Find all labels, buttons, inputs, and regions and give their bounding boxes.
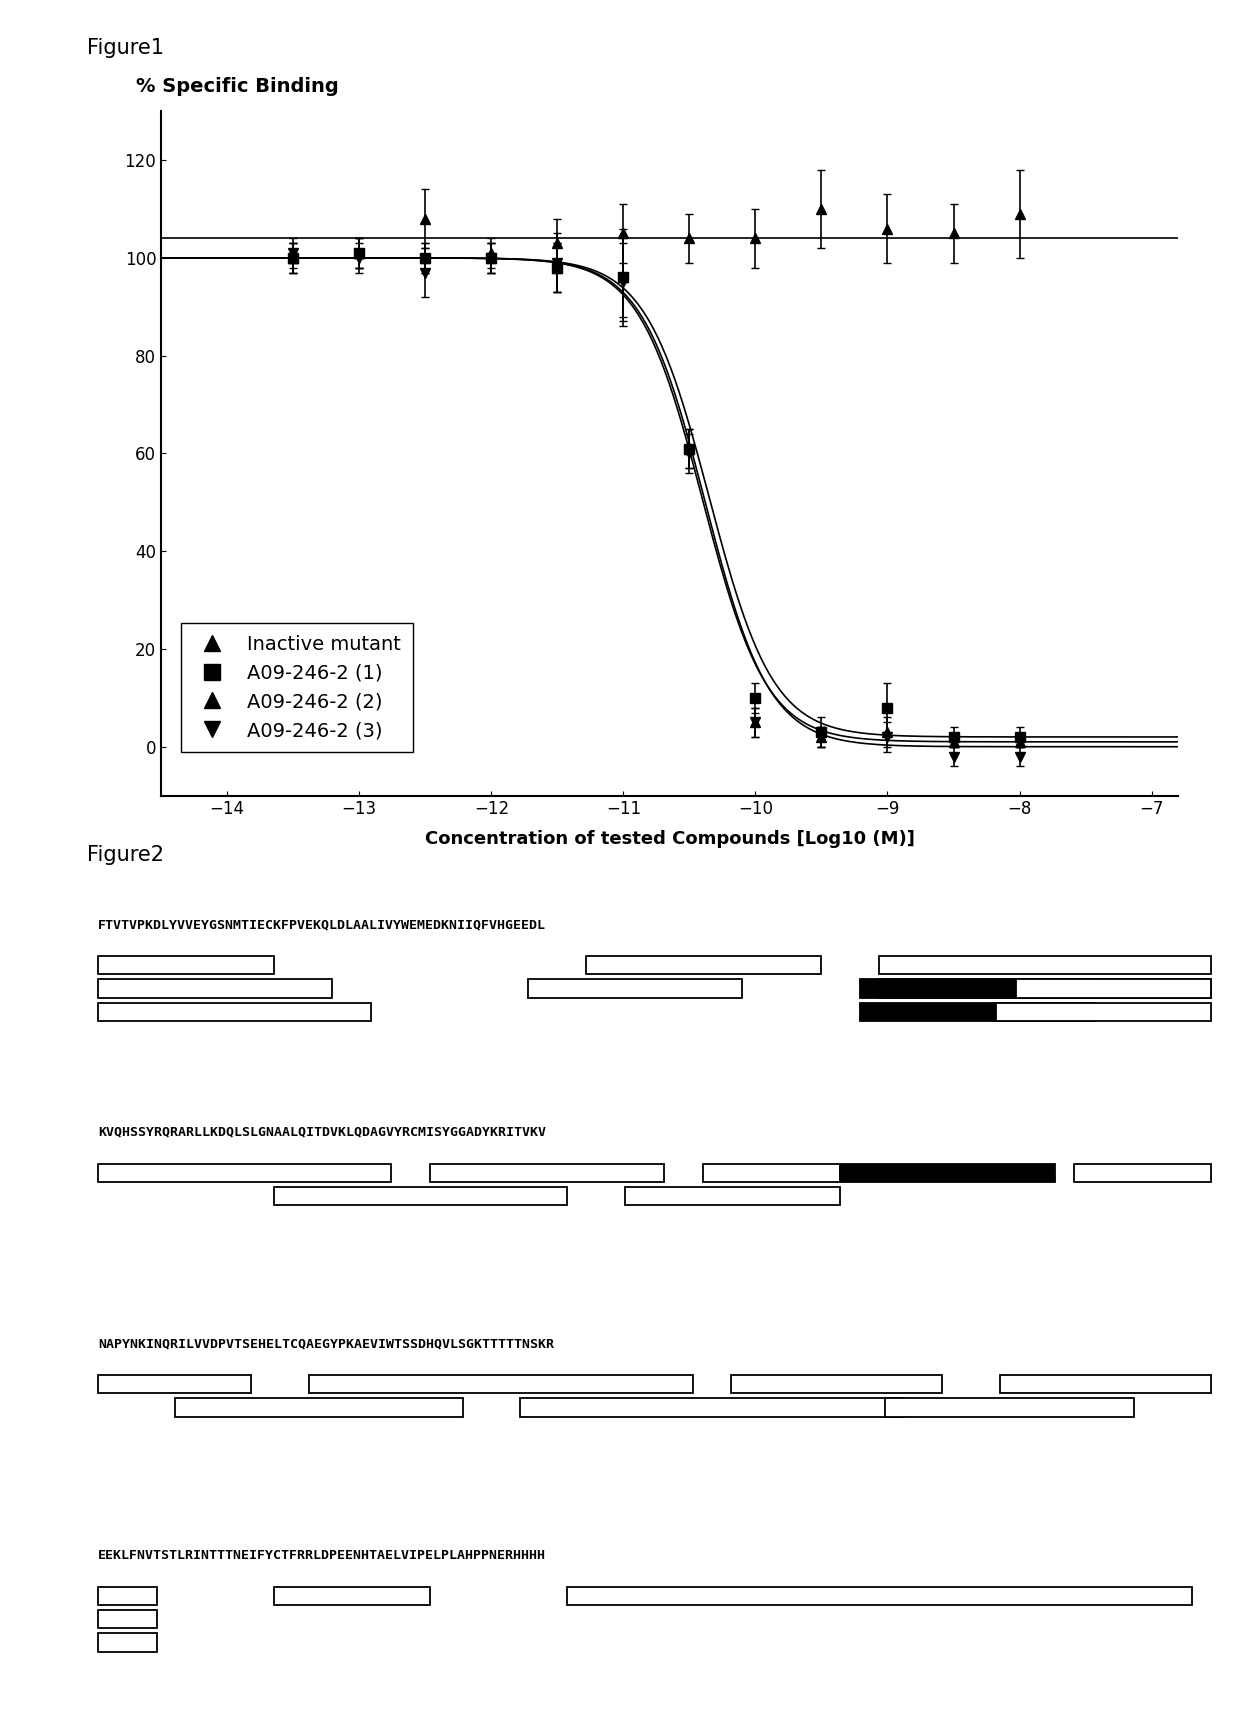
Bar: [879, 956, 1211, 975]
Text: FTVTVPKDLYVVEYGSNMTIECKFPVEKQLDLAALIVYWEMEDKNIIQFVHGEEDL: FTVTVPKDLYVVEYGSNMTIECKFPVEKQLDLAALIVYWE…: [98, 919, 546, 931]
Text: % Specific Binding: % Specific Binding: [136, 77, 340, 96]
Bar: [98, 979, 332, 998]
Bar: [98, 1634, 156, 1651]
Bar: [999, 1376, 1210, 1393]
Text: NAPYNKINQRILVVDPVTSEHELTCQAEGYPKAEVIWTSSDHQVLSGKTTTTTNSKR: NAPYNKINQRILVVDPVTSEHELTCQAEGYPKAEVIWTSS…: [98, 1336, 554, 1350]
Bar: [859, 1003, 1094, 1021]
Bar: [274, 1187, 567, 1205]
Bar: [937, 979, 1211, 998]
Bar: [625, 1187, 841, 1205]
Text: KVQHSSYRQRARLLKDQLSLGNAALQITDVKLQDAGVYRCMISYGGADYKRITVKV: KVQHSSYRQRARLLKDQLSLGNAALQITDVKLQDAGVYRC…: [98, 1126, 546, 1138]
Bar: [703, 1163, 841, 1182]
Bar: [1016, 979, 1211, 998]
Bar: [98, 1610, 156, 1629]
Bar: [587, 956, 821, 975]
Bar: [430, 1163, 665, 1182]
Text: HH: HH: [99, 1610, 113, 1622]
Bar: [98, 1003, 372, 1021]
Bar: [309, 1376, 693, 1393]
Bar: [98, 956, 274, 975]
Bar: [884, 1398, 1135, 1417]
Legend: Inactive mutant, A09-246-2 (1), A09-246-2 (2), A09-246-2 (3): Inactive mutant, A09-246-2 (1), A09-246-…: [181, 623, 413, 751]
X-axis label: Concentration of tested Compounds [Log10 (M)]: Concentration of tested Compounds [Log10…: [424, 830, 915, 847]
Bar: [859, 979, 977, 998]
Bar: [98, 1376, 252, 1393]
Bar: [996, 1003, 1211, 1021]
Bar: [175, 1398, 463, 1417]
Bar: [98, 1163, 391, 1182]
Bar: [841, 1163, 1055, 1182]
Text: Figure1: Figure1: [87, 38, 164, 58]
Bar: [274, 1586, 430, 1605]
Text: EEKLFNVTSTLRINTTTNEIFYCTFRRLDPEENHTAELVIPELPLAHPPNERHHHH: EEKLFNVTSTLRINTTTNEIFYCTFRRLDPEENHTAELVI…: [98, 1548, 546, 1562]
Bar: [520, 1398, 904, 1417]
Text: Figure2: Figure2: [87, 845, 164, 866]
Bar: [567, 1586, 1192, 1605]
Bar: [879, 979, 1094, 998]
Bar: [528, 979, 743, 998]
Bar: [732, 1376, 942, 1393]
Bar: [98, 1586, 156, 1605]
Bar: [1074, 1163, 1211, 1182]
